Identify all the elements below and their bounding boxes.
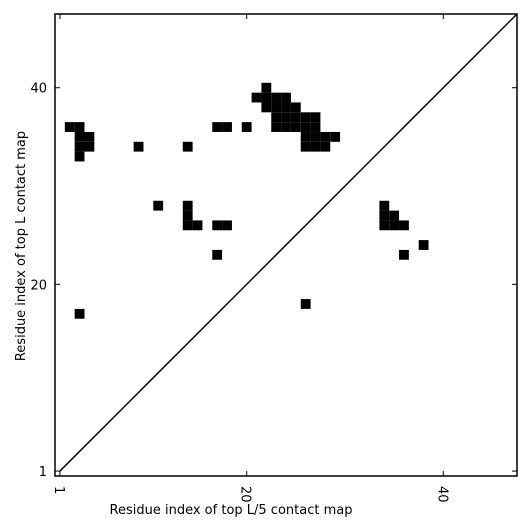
contact-cell <box>74 122 85 132</box>
contact-cell <box>222 220 232 231</box>
x-tick-label: 20 <box>238 486 253 503</box>
contact-cell <box>133 141 144 152</box>
contact-cell <box>74 141 85 152</box>
contact-cell <box>389 210 400 221</box>
contact-cell <box>182 220 193 231</box>
contact-cell <box>379 200 390 211</box>
contact-cell <box>300 131 311 142</box>
y-tick-label: 1 <box>39 465 47 480</box>
contact-cell <box>379 220 390 231</box>
contact-cell <box>74 151 85 162</box>
contact-cell <box>182 200 193 211</box>
contact-cell <box>290 122 301 132</box>
contact-cell <box>271 102 282 113</box>
contact-cell <box>290 112 301 123</box>
contact-cell <box>300 299 311 309</box>
x-tick-label: 40 <box>434 486 449 503</box>
diagonal-line <box>59 13 518 472</box>
contact-cell <box>300 141 311 152</box>
contact-cell <box>418 240 429 250</box>
contact-cell <box>310 131 321 142</box>
contact-cell <box>399 220 409 231</box>
contact-cell <box>74 131 85 142</box>
y-tick-label: 20 <box>30 278 47 293</box>
contact-cell <box>241 122 252 132</box>
contact-cell <box>290 102 301 113</box>
contact-cell <box>310 122 321 132</box>
contact-cell <box>153 200 164 211</box>
contact-cell <box>212 122 223 132</box>
contact-cell <box>74 308 85 319</box>
contact-cell <box>399 249 409 260</box>
contact-cell <box>261 92 272 103</box>
contact-cell <box>310 112 321 123</box>
x-tick-label: 1 <box>51 486 66 494</box>
contact-cell <box>271 112 282 123</box>
contact-cell <box>222 122 232 132</box>
contact-cell <box>64 122 75 132</box>
contact-cell <box>84 131 95 142</box>
contact-cell <box>182 210 193 221</box>
contact-cell <box>182 141 193 152</box>
y-axis-label: Residue index of top L contact map <box>14 131 29 361</box>
contact-cell <box>379 210 390 221</box>
contact-cell <box>320 131 331 142</box>
contact-cell <box>320 141 331 152</box>
contact-cell <box>281 112 291 123</box>
contact-cell <box>300 122 311 132</box>
contact-cell <box>300 112 311 123</box>
contact-cell <box>84 141 95 152</box>
contact-cell <box>212 220 223 231</box>
contact-cell <box>271 122 282 132</box>
contact-cell <box>330 131 341 142</box>
contact-cell <box>251 92 262 103</box>
contact-cell <box>310 141 321 152</box>
contact-cell <box>261 102 272 113</box>
contact-cell <box>281 92 291 103</box>
contact-cell <box>261 82 272 93</box>
contact-cell <box>281 102 291 113</box>
contact-cell <box>271 92 282 103</box>
contact-cell <box>281 122 291 132</box>
plot-frame <box>54 13 518 477</box>
contact-cell <box>192 220 203 231</box>
contact-cell <box>389 220 400 231</box>
x-axis-label: Residue index of top L/5 contact map <box>110 503 353 518</box>
contact-cell <box>212 249 223 260</box>
y-tick-label: 40 <box>30 82 47 97</box>
